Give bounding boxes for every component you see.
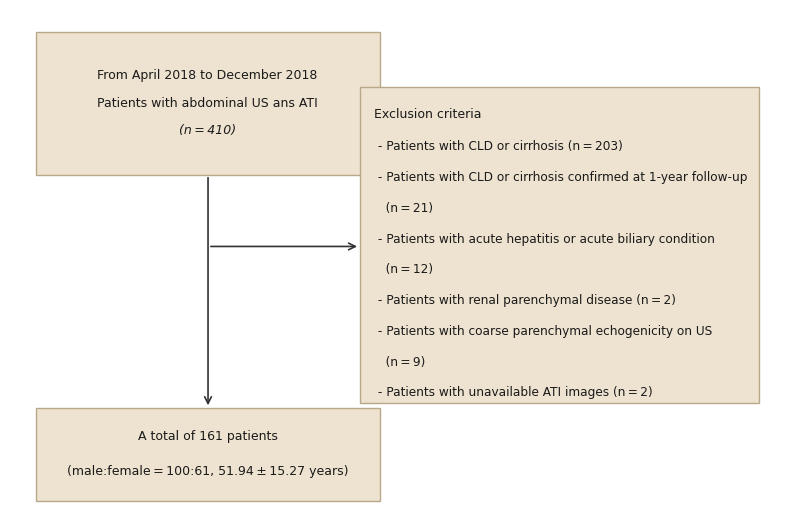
Text: From April 2018 to December 2018: From April 2018 to December 2018 — [97, 69, 318, 82]
Text: (n = 12): (n = 12) — [374, 263, 433, 277]
Text: (n = 21): (n = 21) — [374, 202, 433, 215]
Text: (male:female = 100:61, 51.94 ± 15.27 years): (male:female = 100:61, 51.94 ± 15.27 yea… — [67, 465, 348, 479]
FancyBboxPatch shape — [360, 87, 759, 403]
Text: - Patients with CLD or cirrhosis confirmed at 1-year follow-up: - Patients with CLD or cirrhosis confirm… — [374, 171, 747, 184]
Text: - Patients with CLD or cirrhosis (n = 203): - Patients with CLD or cirrhosis (n = 20… — [374, 140, 623, 154]
Text: Exclusion criteria: Exclusion criteria — [374, 108, 482, 121]
Text: - Patients with renal parenchymal disease (n = 2): - Patients with renal parenchymal diseas… — [374, 294, 676, 307]
Text: Patients with abdominal US ans ATI: Patients with abdominal US ans ATI — [97, 97, 318, 110]
FancyBboxPatch shape — [36, 408, 380, 501]
Text: - Patients with unavailable ATI images (n = 2): - Patients with unavailable ATI images (… — [374, 386, 653, 400]
Text: (n = 9): (n = 9) — [374, 356, 426, 369]
Text: - Patients with coarse parenchymal echogenicity on US: - Patients with coarse parenchymal echog… — [374, 325, 713, 338]
Text: A total of 161 patients: A total of 161 patients — [138, 430, 278, 444]
Text: - Patients with acute hepatitis or acute biliary condition: - Patients with acute hepatitis or acute… — [374, 233, 715, 246]
FancyBboxPatch shape — [36, 32, 380, 175]
Text: (n = 410): (n = 410) — [179, 125, 237, 137]
